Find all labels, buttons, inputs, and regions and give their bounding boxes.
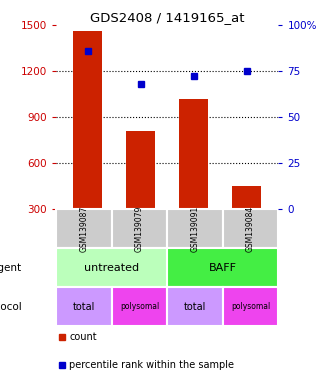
Text: count: count [69,333,97,343]
Text: percentile rank within the sample: percentile rank within the sample [69,360,234,370]
Text: agent: agent [0,263,21,273]
Bar [167,248,278,287]
Bar [126,131,155,209]
Text: GSM139091: GSM139091 [190,205,199,252]
Bar [167,209,223,248]
Text: GSM139079: GSM139079 [135,205,144,252]
Bar [232,186,261,209]
Text: GSM139084: GSM139084 [246,205,255,252]
Text: total: total [184,301,206,311]
Text: total: total [73,301,95,311]
Text: GSM139087: GSM139087 [79,205,88,252]
Bar [112,287,167,326]
Text: polysomal: polysomal [120,302,159,311]
Bar [56,248,167,287]
Bar [56,209,112,248]
Bar [223,209,278,248]
Bar [167,287,223,326]
Bar [73,31,102,209]
Bar [56,287,112,326]
Text: BAFF: BAFF [209,263,237,273]
Bar [112,209,167,248]
Bar [223,287,278,326]
Text: untreated: untreated [84,263,139,273]
Bar [179,99,208,209]
Title: GDS2408 / 1419165_at: GDS2408 / 1419165_at [90,11,244,24]
Text: polysomal: polysomal [231,302,270,311]
Text: protocol: protocol [0,301,21,311]
